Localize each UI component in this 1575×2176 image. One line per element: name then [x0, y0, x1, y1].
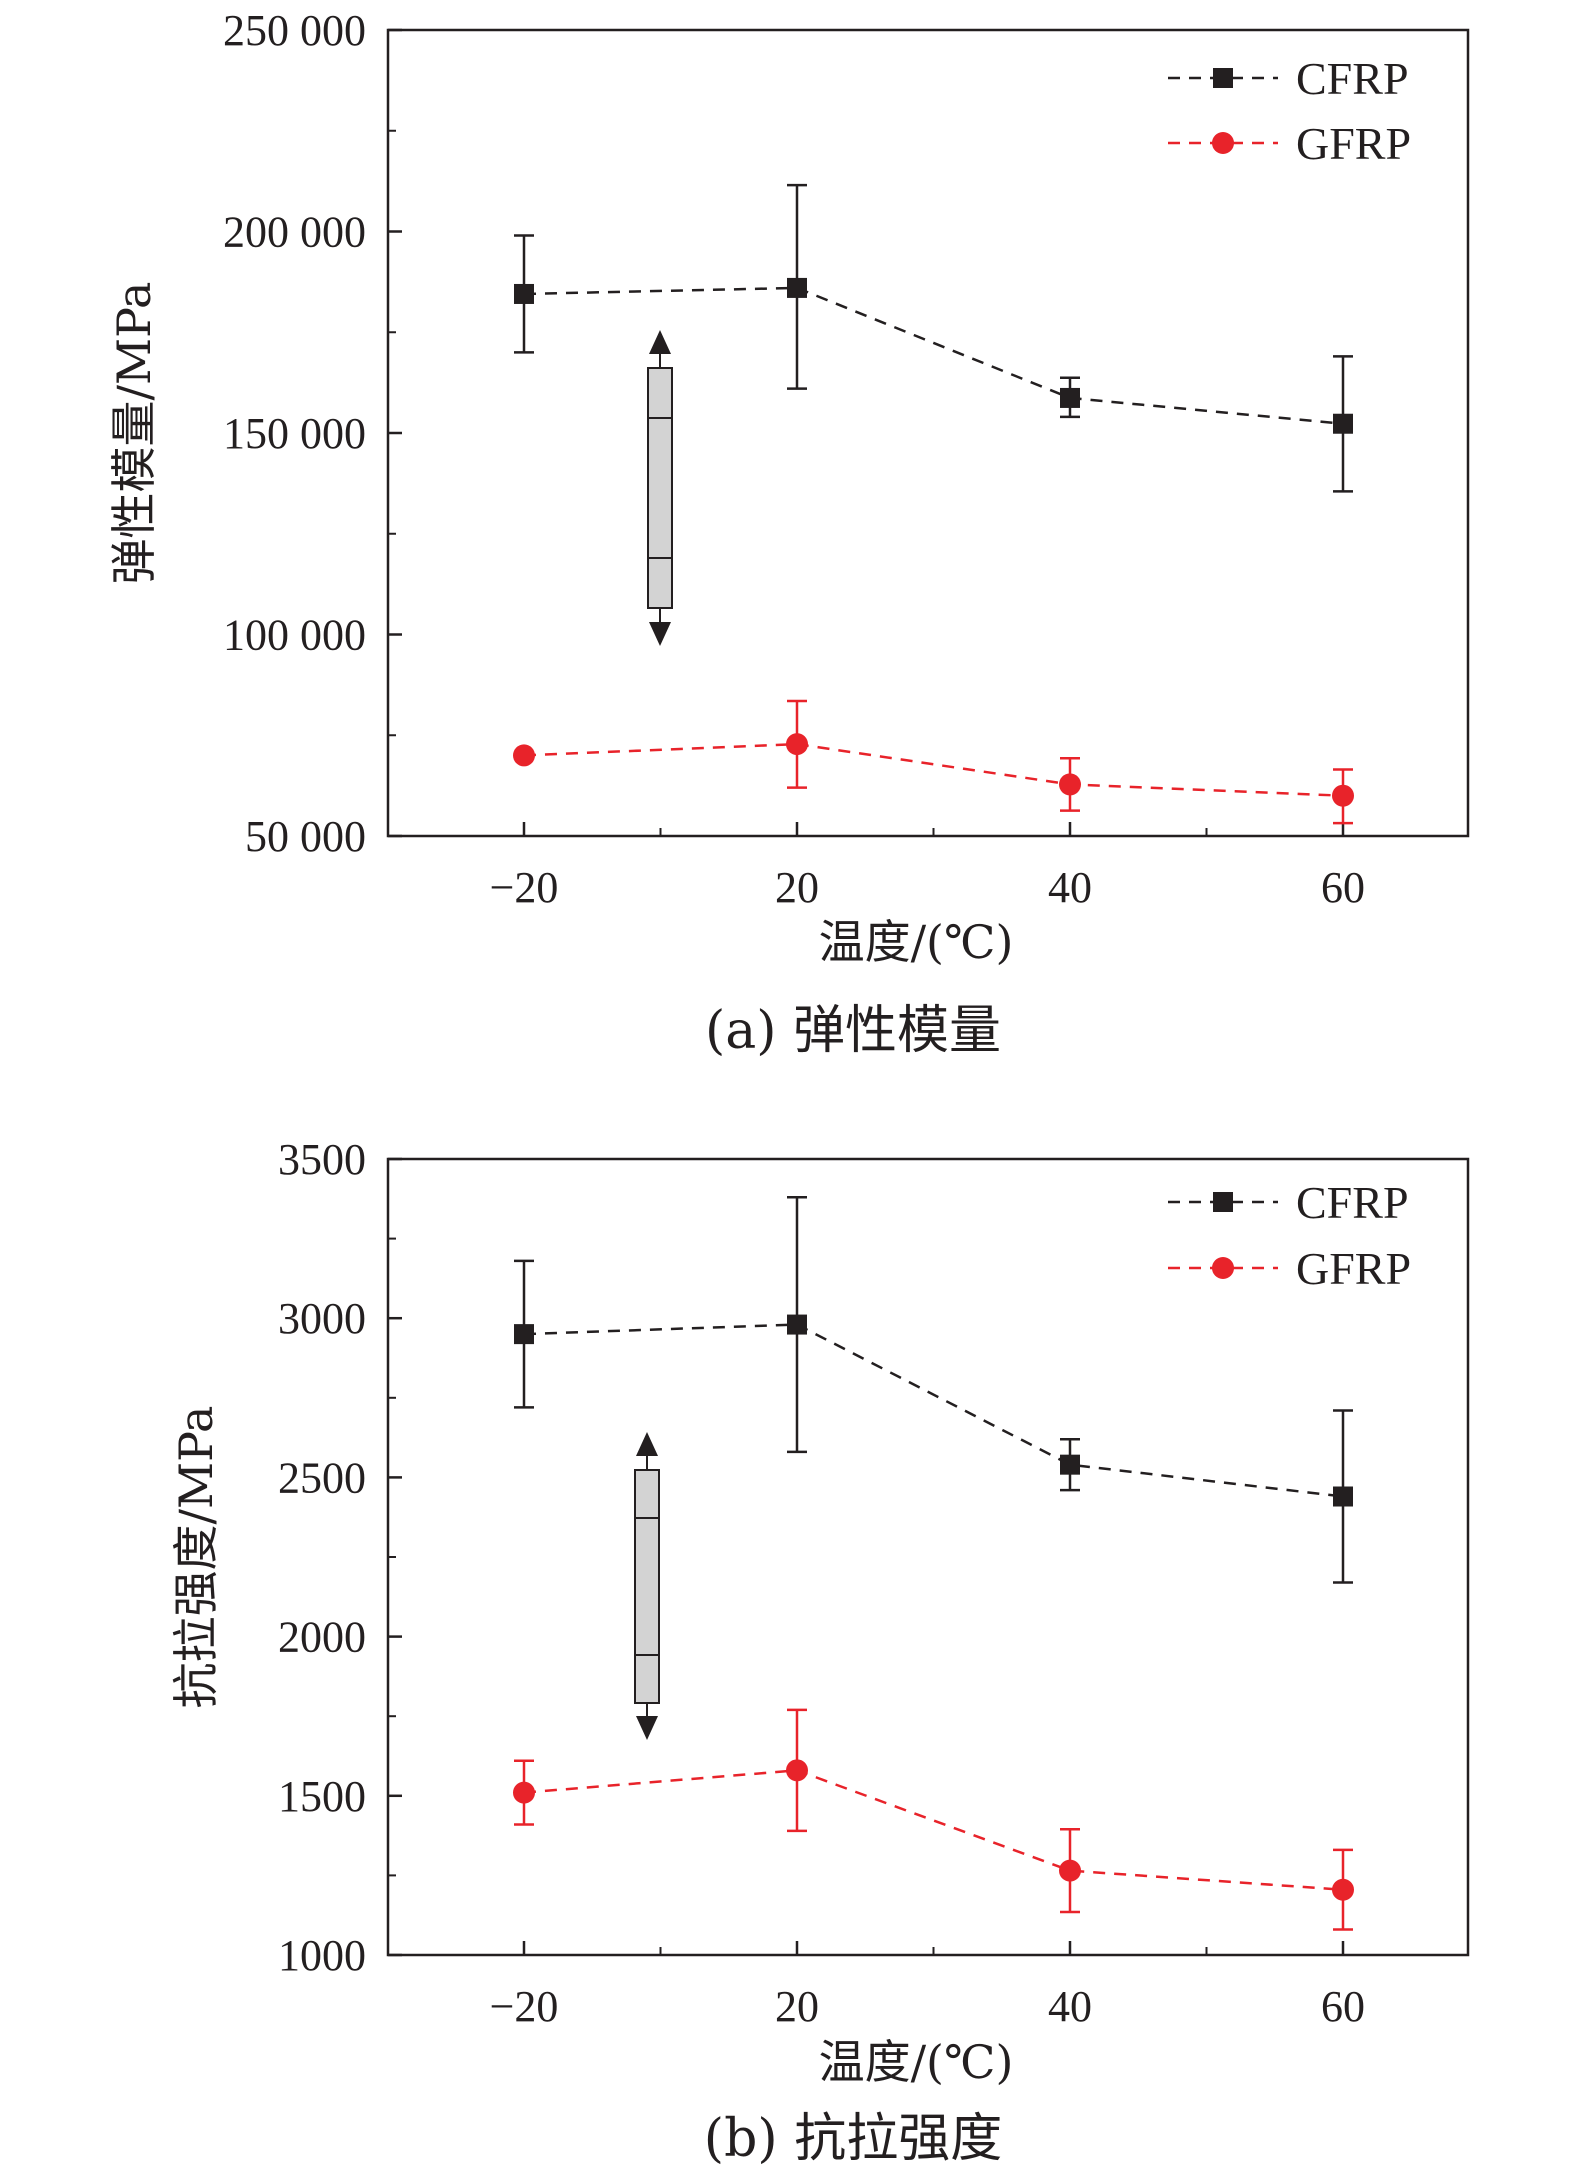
legend-marker [1213, 68, 1233, 88]
specimen-bar [647, 367, 673, 609]
data-point [514, 1324, 534, 1345]
series-line [523, 742, 1344, 797]
specimen-inset [647, 330, 673, 646]
x-tick-label: 60 [1321, 863, 1365, 912]
legend-marker [1212, 132, 1234, 154]
x-tick-label: 20 [775, 863, 819, 912]
x-tick-label: −20 [490, 1982, 559, 2031]
series-line [523, 1769, 1344, 1891]
x-tick-label: 60 [1321, 1982, 1365, 2031]
y-tick-label: 50 000 [245, 812, 366, 861]
specimen-bar [634, 1469, 660, 1704]
series-cfrp [514, 1195, 1353, 1584]
data-point [787, 1314, 807, 1335]
arrow-down-icon [649, 622, 671, 646]
legend-label: GFRP [1296, 1243, 1411, 1294]
y-tick-label: 1500 [278, 1772, 366, 1821]
y-tick-label: 1000 [278, 1931, 366, 1980]
data-point [1333, 1486, 1353, 1507]
y-tick-label: 200 000 [223, 208, 366, 257]
arrow-up-icon [649, 330, 671, 354]
legend-marker [1212, 1257, 1234, 1279]
chart-caption: (a) 弹性模量 [705, 1001, 1001, 1061]
data-point [513, 1781, 535, 1804]
specimen-inset [634, 1432, 660, 1740]
arrow-up-icon [636, 1432, 658, 1456]
data-point [1059, 773, 1081, 796]
data-point [1060, 1454, 1080, 1475]
x-axis-label: 温度/(℃) [819, 2035, 1014, 2089]
series-cfrp [514, 183, 1353, 493]
legend-entry: CFRP [1168, 53, 1409, 104]
data-point [513, 744, 535, 767]
y-tick-label: 3000 [278, 1294, 366, 1343]
legend-label: GFRP [1296, 118, 1411, 169]
data-point [786, 1759, 808, 1782]
chart-tensile-strength: 1000 1500 2000 2500 3000 3500 −20 20 40 60 温度/(℃) 抗… [169, 1135, 1470, 2169]
data-point [514, 283, 534, 304]
legend-entry: GFRP [1168, 1243, 1411, 1294]
y-tick-label: 100 000 [223, 611, 366, 660]
data-point [786, 733, 808, 756]
arrow-down-icon [636, 1716, 658, 1740]
data-point [1059, 1859, 1081, 1882]
x-axis-label: 温度/(℃) [819, 915, 1014, 969]
series-gfrp [513, 699, 1354, 825]
y-tick-label: 150 000 [223, 409, 366, 458]
y-tick-label: 2500 [278, 1453, 366, 1502]
legend-entry: CFRP [1168, 1177, 1409, 1228]
legend-label: CFRP [1296, 1177, 1409, 1228]
legend-marker [1213, 1192, 1233, 1212]
series-gfrp [513, 1708, 1354, 1931]
y-axis-label: 抗拉强度/MPa [169, 1406, 223, 1709]
data-point [1060, 387, 1080, 408]
series-line [523, 286, 1344, 425]
data-point [1333, 413, 1353, 434]
x-tick-label: −20 [490, 863, 559, 912]
x-tick-label: 20 [775, 1982, 819, 2031]
x-tick-label: 40 [1048, 863, 1092, 912]
x-tick-label: 40 [1048, 1982, 1092, 2031]
data-point [1332, 1878, 1354, 1901]
data-point [787, 277, 807, 298]
y-tick-label: 2000 [278, 1613, 366, 1662]
y-tick-label: 3500 [278, 1135, 366, 1184]
chart-caption: (b) 抗拉强度 [704, 2109, 1002, 2169]
y-axis-label: 弹性模量/MPa [107, 282, 161, 585]
series-line [523, 1323, 1344, 1498]
legend-entry: GFRP [1168, 118, 1411, 169]
data-point [1332, 784, 1354, 807]
chart-elastic-modulus: 50 000 100 000 150 000 200 000 250 000 −20 20 4… [107, 6, 1470, 1061]
legend-label: CFRP [1296, 53, 1409, 104]
y-tick-label: 250 000 [223, 6, 366, 55]
